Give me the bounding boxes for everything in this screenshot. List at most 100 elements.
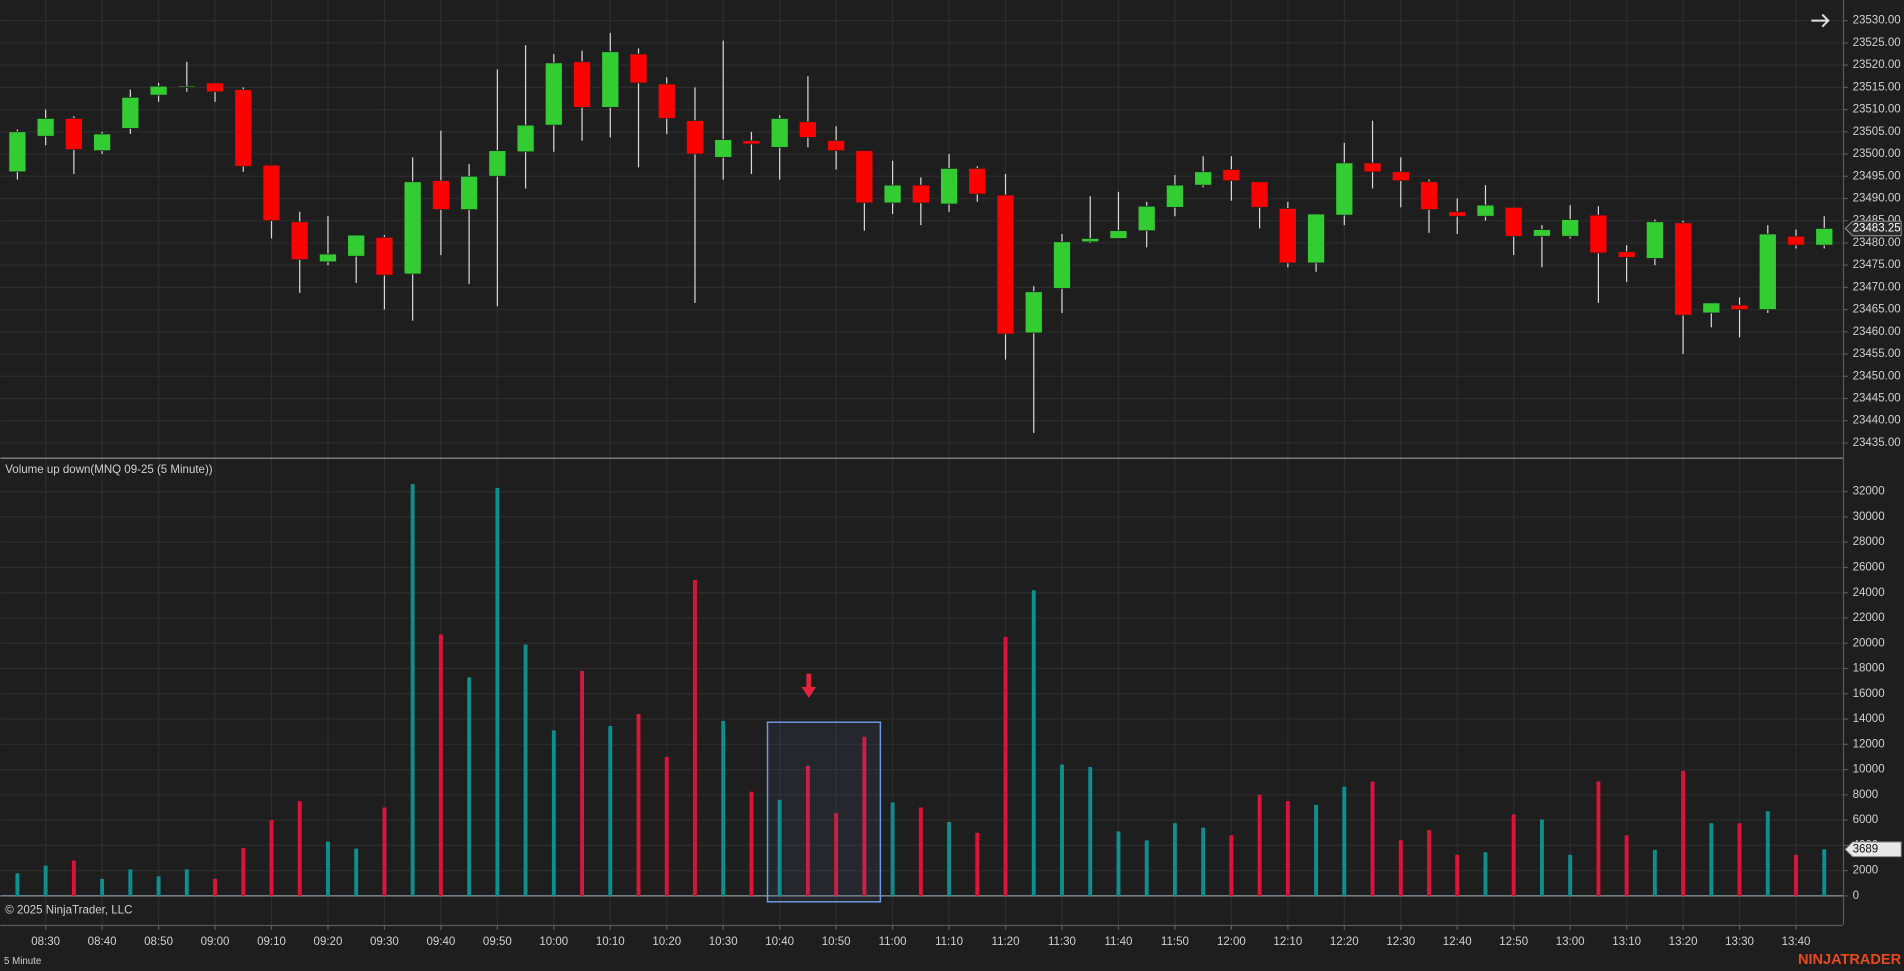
x-tick-label: 11:30	[1048, 936, 1076, 948]
volume-bar	[156, 876, 161, 896]
candle-body	[65, 118, 83, 150]
x-tick-label: 09:30	[370, 936, 399, 948]
candle-body	[347, 234, 366, 257]
volume-bar	[213, 878, 217, 896]
candle-body	[1307, 213, 1325, 264]
volume-bar	[410, 484, 415, 896]
candle-body	[911, 184, 930, 204]
x-tick-label: 13:30	[1725, 936, 1754, 948]
x-tick-label: 09:00	[201, 936, 230, 948]
volume-bar	[721, 720, 726, 896]
y-tick-label: 23500.00	[1853, 148, 1901, 160]
volume-bar	[438, 634, 443, 896]
candle-body	[1730, 304, 1749, 310]
volume-bar	[1003, 636, 1008, 896]
logo: NINJATRADER	[1798, 952, 1902, 968]
y-tick-label: 23495.00	[1853, 170, 1901, 182]
y-tick-label: 23490.00	[1853, 193, 1901, 205]
y-tick-label: 0	[1853, 890, 1859, 902]
candle-body	[1420, 181, 1438, 210]
y-tick-label: 10000	[1853, 764, 1885, 776]
candle-body	[1335, 162, 1354, 216]
volume-bar	[495, 487, 500, 896]
x-tick-label: 12:20	[1330, 936, 1359, 948]
volume-bar	[636, 713, 641, 896]
volume-bar	[1652, 849, 1657, 896]
candle-body	[1674, 222, 1692, 316]
candle-body	[1194, 171, 1213, 186]
candle-body	[1391, 171, 1410, 182]
volume-bar	[1342, 786, 1347, 896]
x-tick-label: 10:10	[596, 936, 625, 948]
candle-body	[1081, 238, 1100, 243]
x-tick-label: 12:30	[1386, 936, 1415, 948]
volume-bar	[241, 847, 246, 896]
candle-body	[262, 164, 281, 222]
x-tick-label: 11:40	[1104, 936, 1132, 948]
nav-arrow-icon[interactable]	[1811, 13, 1830, 28]
x-tick-label: 11:10	[935, 936, 963, 948]
volume-bar	[354, 848, 359, 896]
x-tick-label: 10:40	[765, 936, 794, 948]
y-tick-label: 18000	[1853, 663, 1885, 675]
volume-bar	[382, 807, 387, 896]
x-tick-label: 13:00	[1556, 936, 1585, 948]
candle-body	[1617, 251, 1636, 258]
last-price-marker	[1844, 220, 1902, 237]
volume-bar	[777, 799, 782, 896]
candle-body	[686, 120, 704, 155]
candle-body	[742, 140, 761, 145]
y-tick-label: 23445.00	[1853, 393, 1901, 405]
indicator-title: Volume up down(MNQ 09-25 (5 Minute))	[5, 464, 213, 476]
candle-body	[544, 62, 563, 126]
volume-bar	[1794, 854, 1798, 896]
volume-bar	[128, 869, 133, 896]
candle-body	[488, 150, 507, 177]
rectangle-drawing[interactable]	[766, 721, 882, 903]
candle-body	[149, 85, 168, 96]
candle-body	[516, 124, 535, 153]
candle-body	[1109, 230, 1128, 239]
nav-arrow[interactable]	[1811, 13, 1830, 28]
candle-body	[1758, 233, 1777, 310]
candle-body	[1363, 162, 1382, 173]
candle-body	[206, 82, 224, 93]
y-tick-label: 23530.00	[1853, 15, 1901, 27]
y-tick-label: 12000	[1853, 738, 1885, 750]
candle-body	[1166, 184, 1184, 208]
y-tick-label: 23515.00	[1853, 81, 1901, 93]
candle-body	[1533, 229, 1551, 237]
x-tick-label: 10:00	[539, 936, 568, 948]
y-tick-label: 23525.00	[1853, 37, 1901, 49]
volume-bar	[664, 756, 669, 896]
volume-bar	[1681, 770, 1686, 896]
volume-bar	[1257, 794, 1262, 896]
volume-bar	[1172, 823, 1177, 896]
interval-label: 5 Minute	[4, 956, 41, 967]
x-tick-label: 13:10	[1612, 936, 1641, 948]
x-tick-label: 09:40	[426, 936, 455, 948]
x-tick-label: 08:50	[144, 936, 173, 948]
volume-bar	[551, 730, 556, 896]
volume-bar	[1060, 764, 1064, 896]
volume-bar	[918, 807, 923, 896]
y-tick-label: 23465.00	[1853, 304, 1901, 316]
last-price-label: 23483.25	[1853, 223, 1901, 235]
volume-bar	[1314, 804, 1319, 896]
volume-bar	[1596, 781, 1601, 896]
y-tick-label: 26000	[1853, 561, 1885, 573]
candle-body	[799, 121, 817, 138]
x-tick-label: 11:00	[879, 936, 907, 948]
candle-body	[121, 96, 140, 129]
volume-bar	[580, 671, 584, 896]
volume-bar	[71, 860, 76, 896]
y-tick-label: 23480.00	[1853, 237, 1901, 249]
y-tick-label: 22000	[1853, 612, 1885, 624]
x-tick-label: 11:50	[1161, 936, 1189, 948]
arrow-drawing[interactable]	[801, 673, 817, 698]
x-tick-label: 10:50	[822, 936, 851, 948]
volume-bar	[693, 580, 697, 896]
volume-bar	[1031, 590, 1036, 896]
candle-body	[234, 89, 253, 167]
